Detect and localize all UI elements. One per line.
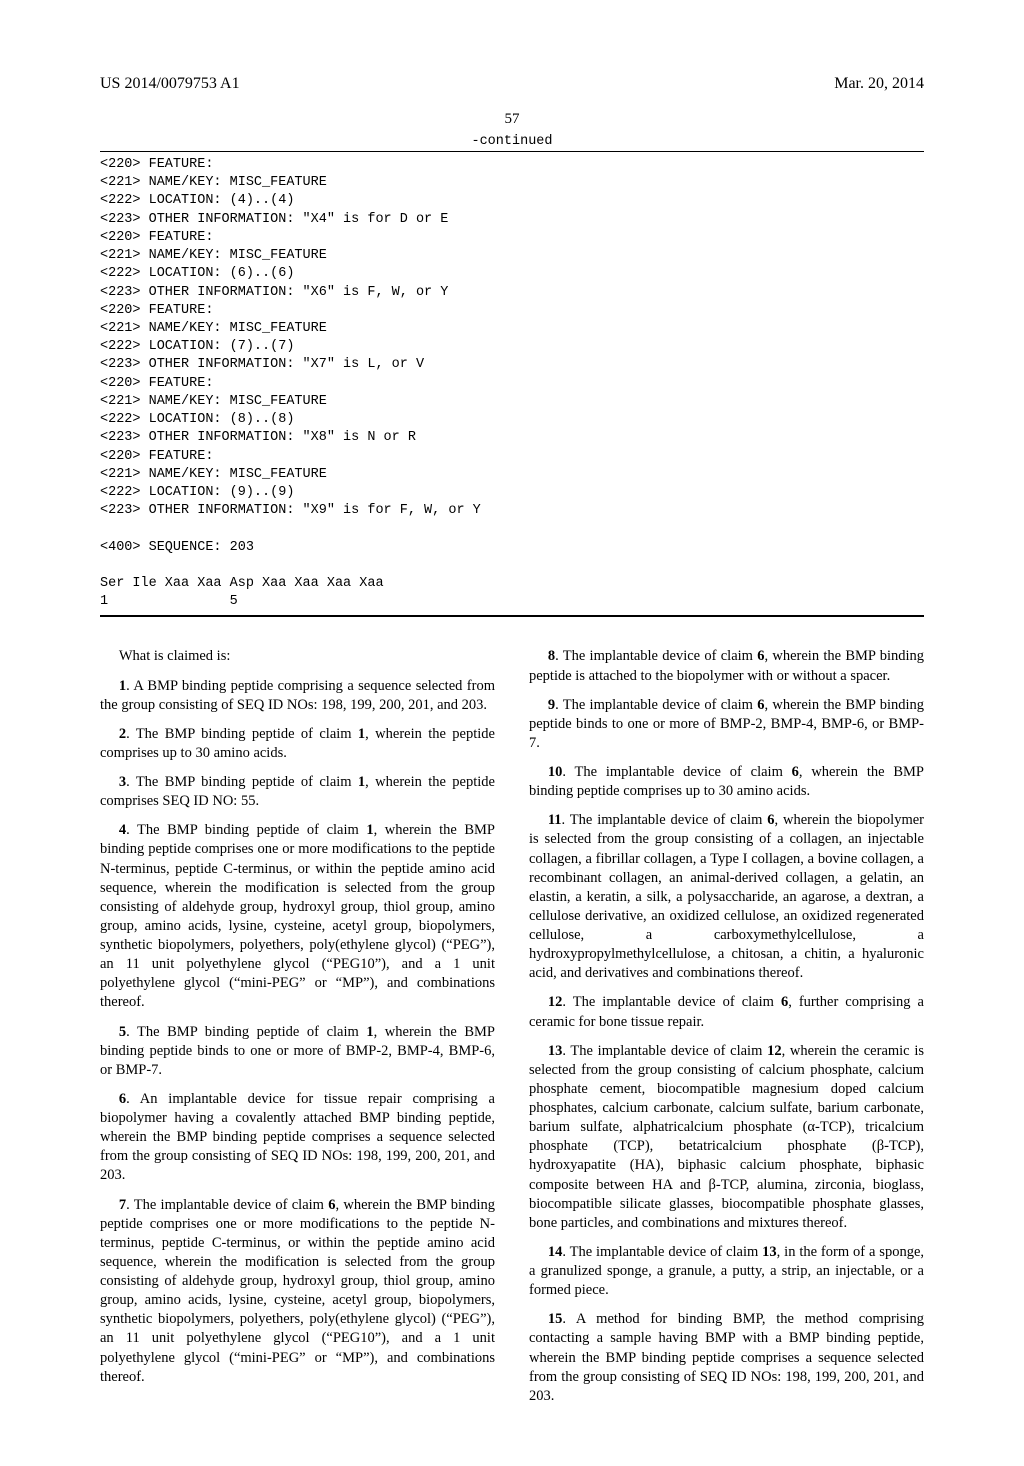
claim-15: 15. A method for binding BMP, the method… [529,1310,924,1406]
page-number: 57 [100,111,924,128]
claim-ref: 12 [767,1043,782,1059]
publication-date: Mar. 20, 2014 [834,75,924,93]
claim-3: 3. The BMP binding peptide of claim 1, w… [100,773,495,811]
claim-text: . The implantable device of claim [555,697,757,713]
claim-number: 15 [548,1311,563,1327]
claim-ref: 13 [762,1244,777,1260]
claim-ref: 1 [366,1024,373,1040]
claim-number: 14 [548,1244,563,1260]
claim-text: . The BMP binding peptide of claim [126,774,358,790]
claim-7: 7. The implantable device of claim 6, wh… [100,1196,495,1387]
claim-number: 10 [548,764,563,780]
claim-1: 1. A BMP binding peptide comprising a se… [100,677,495,715]
claim-ref: 6 [792,764,799,780]
claim-13: 13. The implantable device of claim 12, … [529,1042,924,1233]
claim-text: . A BMP binding peptide comprising a seq… [100,678,495,713]
claim-12: 12. The implantable device of claim 6, f… [529,993,924,1031]
claim-number: 8 [548,648,555,664]
claim-text: . The implantable device of claim [126,1197,328,1213]
claim-14: 14. The implantable device of claim 13, … [529,1243,924,1300]
claim-text: . A method for binding BMP, the method c… [529,1311,924,1404]
claim-number: 1 [119,678,126,694]
claim-8: 8. The implantable device of claim 6, wh… [529,647,924,685]
claim-text: . An implantable device for tissue repai… [100,1091,495,1184]
claim-number: 4 [119,822,126,838]
claim-number: 5 [119,1024,126,1040]
claim-6: 6. An implantable device for tissue repa… [100,1090,495,1186]
claim-4: 4. The BMP binding peptide of claim 1, w… [100,821,495,1012]
page-header: US 2014/0079753 A1 Mar. 20, 2014 [100,75,924,93]
claim-9: 9. The implantable device of claim 6, wh… [529,696,924,753]
claim-text: . The BMP binding peptide of claim [126,822,366,838]
claim-2: 2. The BMP binding peptide of claim 1, w… [100,725,495,763]
claims-intro: What is claimed is: [100,647,495,666]
claim-number: 13 [548,1043,563,1059]
claim-number: 11 [548,812,562,828]
claim-number: 2 [119,726,126,742]
claim-tail: , wherein the BMP binding peptide compri… [100,822,495,1010]
claim-ref: 6 [767,812,774,828]
claim-tail: , wherein the ceramic is selected from t… [529,1043,924,1231]
claim-text: . The implantable device of claim [562,1244,762,1260]
claim-text: . The BMP binding peptide of claim [126,1024,366,1040]
claim-text: . The implantable device of claim [562,764,791,780]
sequence-listing: <220> FEATURE: <221> NAME/KEY: MISC_FEAT… [100,151,924,617]
claim-5: 5. The BMP binding peptide of claim 1, w… [100,1023,495,1080]
continued-label: -continued [100,134,924,149]
claim-text: . The implantable device of claim [562,994,781,1010]
claims-section: What is claimed is: 1. A BMP binding pep… [100,647,924,1406]
claim-number: 9 [548,697,555,713]
claim-ref: 1 [366,822,373,838]
claim-text: . The BMP binding peptide of claim [126,726,358,742]
claim-text: . The implantable device of claim [562,812,768,828]
claim-text: . The implantable device of claim [562,1043,767,1059]
claim-number: 7 [119,1197,126,1213]
claim-11: 11. The implantable device of claim 6, w… [529,811,924,983]
publication-number: US 2014/0079753 A1 [100,75,240,93]
claim-number: 12 [548,994,563,1010]
claim-text: . The implantable device of claim [555,648,757,664]
claim-number: 6 [119,1091,126,1107]
claim-number: 3 [119,774,126,790]
claim-tail: , wherein the BMP binding peptide compri… [100,1197,495,1385]
claim-tail: , wherein the biopolymer is selected fro… [529,812,924,981]
claim-10: 10. The implantable device of claim 6, w… [529,763,924,801]
